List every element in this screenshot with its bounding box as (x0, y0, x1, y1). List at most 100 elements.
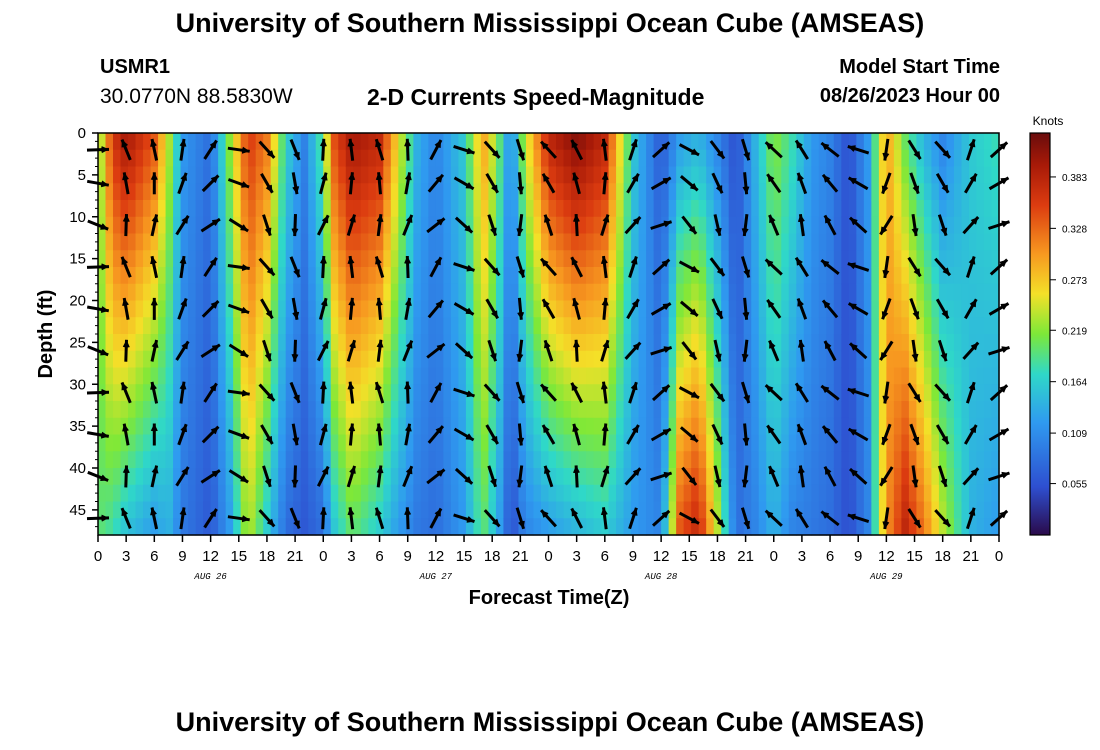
heat-cell (751, 350, 760, 369)
heat-cell (893, 183, 902, 201)
heat-cell (375, 451, 384, 469)
heat-cell (180, 401, 189, 419)
heat-cell (698, 149, 707, 168)
heat-cell (691, 149, 700, 168)
heat-cell (540, 367, 550, 385)
heat-cell (135, 451, 144, 469)
heat-cell (826, 166, 835, 184)
heat-cell (856, 518, 865, 536)
heat-cell (728, 468, 737, 486)
heat-cell (135, 518, 144, 536)
heat-cell (128, 468, 137, 486)
heat-cell (736, 200, 745, 218)
heat-cell (698, 434, 707, 452)
current-arrow (543, 465, 554, 488)
heat-cell (323, 384, 332, 402)
heat-cell (736, 367, 745, 385)
heat-cell (773, 384, 782, 402)
heat-cell (668, 300, 677, 318)
heat-cell (826, 367, 835, 385)
heat-cell (353, 367, 362, 385)
heat-cell (871, 384, 880, 402)
heat-cell (601, 451, 610, 469)
heat-cell (98, 417, 107, 436)
heat-cell (480, 518, 490, 536)
heat-cell (165, 434, 174, 452)
heat-cell (450, 149, 459, 168)
heat-cell (518, 216, 527, 235)
heat-cell (308, 300, 317, 318)
heat-cell (465, 283, 475, 302)
heat-cell (938, 401, 948, 419)
heat-cell (766, 451, 775, 469)
current-arrow (228, 218, 249, 233)
heat-cell (510, 300, 520, 318)
heat-cell (285, 283, 294, 302)
heat-cell (871, 300, 880, 318)
heat-cell (781, 401, 790, 419)
current-arrow (260, 172, 274, 194)
heat-cell (383, 434, 392, 452)
heat-cell (533, 484, 542, 503)
heat-cell (210, 183, 219, 201)
heat-cell (330, 300, 339, 318)
heat-cell (991, 334, 1000, 352)
heat-cell (225, 166, 234, 184)
current-arrow (258, 383, 276, 402)
heat-cell (173, 484, 182, 503)
heat-cell (796, 250, 805, 268)
heat-cell (616, 267, 625, 285)
heat-cell (818, 401, 827, 419)
current-arrow (741, 214, 749, 237)
heat-cell (751, 384, 760, 402)
heat-cell (330, 501, 339, 519)
heat-cell (833, 468, 842, 486)
current-arrow (291, 297, 300, 320)
heat-cell (225, 216, 234, 235)
heat-cell (120, 317, 129, 335)
heat-cell (728, 501, 737, 519)
heat-cell (533, 183, 542, 201)
heat-cell (473, 384, 482, 402)
heat-cell (593, 501, 602, 519)
heat-cell (646, 233, 655, 251)
heat-cell (803, 334, 812, 352)
heat-cell (796, 434, 805, 452)
heat-cell (751, 518, 760, 536)
heat-cell (143, 384, 152, 402)
heat-cell (255, 468, 264, 486)
heat-cell (315, 417, 324, 436)
current-arrow (911, 213, 919, 237)
heat-cell (901, 317, 910, 335)
current-arrow (320, 255, 327, 279)
heat-cell (616, 484, 625, 503)
heat-cell (180, 384, 189, 402)
heat-cell (721, 250, 730, 268)
current-arrow (175, 215, 190, 236)
current-arrow (626, 172, 640, 194)
heat-cell (923, 216, 933, 235)
heat-cell (533, 149, 542, 168)
heat-cell (188, 384, 197, 402)
heat-cell (218, 518, 227, 536)
heat-cell (728, 200, 737, 218)
heat-cell (953, 183, 963, 201)
heat-cell (338, 200, 347, 218)
heat-cell (961, 300, 970, 318)
heat-cell (195, 334, 204, 352)
heat-cell (315, 384, 324, 402)
heat-cell (255, 216, 264, 235)
current-arrow (200, 469, 221, 484)
heat-cell (818, 250, 827, 268)
heat-cell (556, 149, 565, 168)
heat-cell (420, 166, 429, 184)
heat-cell (533, 317, 542, 335)
x-tick-label: 18 (484, 548, 501, 565)
heat-cell (856, 434, 865, 452)
heat-cell (586, 183, 595, 201)
heat-cell (631, 334, 640, 352)
heat-cell (315, 267, 324, 285)
heat-cell (871, 401, 880, 419)
heat-cell (473, 401, 482, 419)
current-arrow (796, 297, 808, 320)
